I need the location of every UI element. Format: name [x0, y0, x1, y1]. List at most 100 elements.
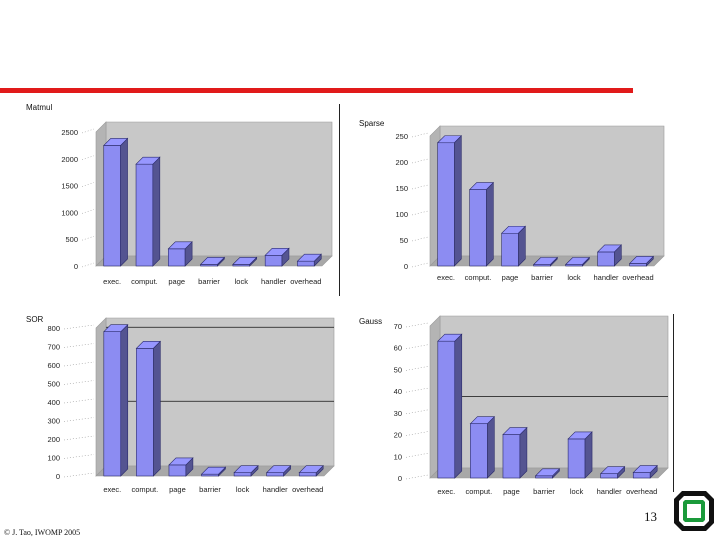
chart-title: Gauss — [359, 317, 382, 326]
x-tick-label: barrier — [531, 273, 553, 282]
y-tick-label: 300 — [47, 417, 60, 426]
bar — [232, 256, 258, 267]
y-tick-label: 2500 — [61, 128, 78, 137]
y-tick-label: 500 — [65, 235, 78, 244]
chart-title: Sparse — [359, 119, 385, 128]
x-tick-label: handler — [597, 487, 623, 496]
y-tick-label: 1000 — [61, 208, 78, 217]
bar — [564, 256, 591, 267]
x-tick-label: comput. — [466, 487, 493, 496]
y-tick-mark — [405, 474, 429, 480]
y-tick-label: 40 — [394, 387, 402, 396]
x-tick-label: exec. — [437, 273, 455, 282]
y-tick-mark — [63, 324, 95, 330]
y-tick-label: 800 — [47, 324, 60, 333]
x-tick-label: comput. — [132, 485, 159, 494]
x-tick-label: page — [168, 277, 185, 286]
y-tick-mark — [411, 132, 429, 138]
x-tick-label: overhead — [292, 485, 323, 494]
y-tick-mark — [63, 454, 95, 459]
x-tick-label: barrier — [198, 277, 220, 286]
y-tick-label: 400 — [47, 398, 60, 407]
x-tick-label: comput. — [131, 277, 158, 286]
bar — [599, 465, 626, 479]
page-number: 13 — [644, 509, 657, 524]
university-logo — [674, 491, 714, 531]
y-tick-label: 0 — [56, 472, 60, 481]
bar — [264, 247, 290, 267]
y-tick-mark — [63, 361, 95, 367]
chart-title: Matmul — [26, 103, 52, 112]
y-tick-mark — [405, 366, 429, 371]
bar — [469, 415, 496, 479]
bar — [199, 256, 226, 267]
x-tick-label: exec. — [437, 487, 455, 496]
y-tick-label: 0 — [398, 474, 402, 483]
y-tick-mark — [81, 128, 95, 134]
x-tick-label: barrier — [199, 485, 221, 494]
y-tick-label: 600 — [47, 361, 60, 370]
bar — [632, 464, 658, 479]
bar — [103, 323, 129, 477]
title-rule — [0, 88, 633, 93]
x-tick-label: page — [502, 273, 519, 282]
bar — [436, 135, 463, 267]
y-tick-label: 0 — [404, 262, 408, 271]
divider-right — [673, 314, 674, 492]
y-tick-mark — [405, 344, 429, 349]
bar — [437, 333, 463, 479]
x-tick-label: exec. — [103, 277, 121, 286]
y-tick-mark — [411, 210, 429, 216]
bar — [296, 253, 322, 267]
y-tick-mark — [411, 262, 429, 268]
y-tick-label: 10 — [394, 452, 402, 461]
y-tick-label: 700 — [47, 343, 60, 352]
x-tick-label: lock — [236, 485, 250, 494]
y-tick-label: 30 — [394, 409, 402, 418]
bar — [200, 466, 227, 477]
x-tick-label: exec. — [103, 485, 121, 494]
y-tick-label: 100 — [47, 454, 60, 463]
bar — [135, 340, 162, 477]
y-tick-mark — [63, 417, 95, 422]
bar — [168, 457, 194, 477]
x-tick-label: overhead — [622, 273, 653, 282]
y-tick-label: 0 — [74, 262, 78, 271]
y-tick-label: 60 — [394, 344, 402, 353]
y-tick-mark — [81, 262, 95, 268]
matmul-chart: Matmul 2500 2000 1500 1000 500 0 exec. comput. pa… — [26, 103, 333, 286]
y-tick-label: 70 — [394, 322, 402, 331]
x-tick-label: lock — [235, 277, 249, 286]
x-tick-label: lock — [570, 487, 584, 496]
y-tick-mark — [63, 435, 95, 441]
x-tick-label: handler — [263, 485, 289, 494]
y-tick-mark — [411, 236, 429, 242]
bar — [628, 255, 655, 267]
y-tick-mark — [81, 209, 95, 214]
x-tick-label: page — [169, 485, 186, 494]
y-tick-mark — [405, 322, 429, 328]
sparse-chart: Sparse 250 200 150 100 50 0 exec. comput. page bar… — [359, 119, 665, 282]
bar — [502, 426, 528, 479]
x-tick-label: page — [503, 487, 520, 496]
y-tick-mark — [405, 409, 429, 415]
footer-credit: © J. Tao, IWOMP 2005 — [4, 528, 81, 537]
bar — [103, 137, 129, 267]
x-tick-label: handler — [261, 277, 287, 286]
y-tick-mark — [63, 472, 95, 478]
bar — [298, 464, 324, 477]
y-tick-mark — [405, 453, 429, 458]
y-tick-label: 20 — [394, 431, 402, 440]
y-tick-mark — [405, 387, 429, 393]
y-tick-label: 500 — [47, 380, 60, 389]
bar — [135, 156, 161, 267]
y-tick-label: 150 — [395, 184, 408, 193]
bar — [567, 431, 593, 479]
y-tick-label: 1500 — [61, 182, 78, 191]
y-tick-label: 50 — [394, 365, 402, 374]
x-tick-label: lock — [567, 273, 581, 282]
bar — [167, 241, 193, 267]
y-tick-label: 100 — [395, 210, 408, 219]
y-tick-mark — [81, 155, 95, 161]
x-tick-label: barrier — [533, 487, 555, 496]
